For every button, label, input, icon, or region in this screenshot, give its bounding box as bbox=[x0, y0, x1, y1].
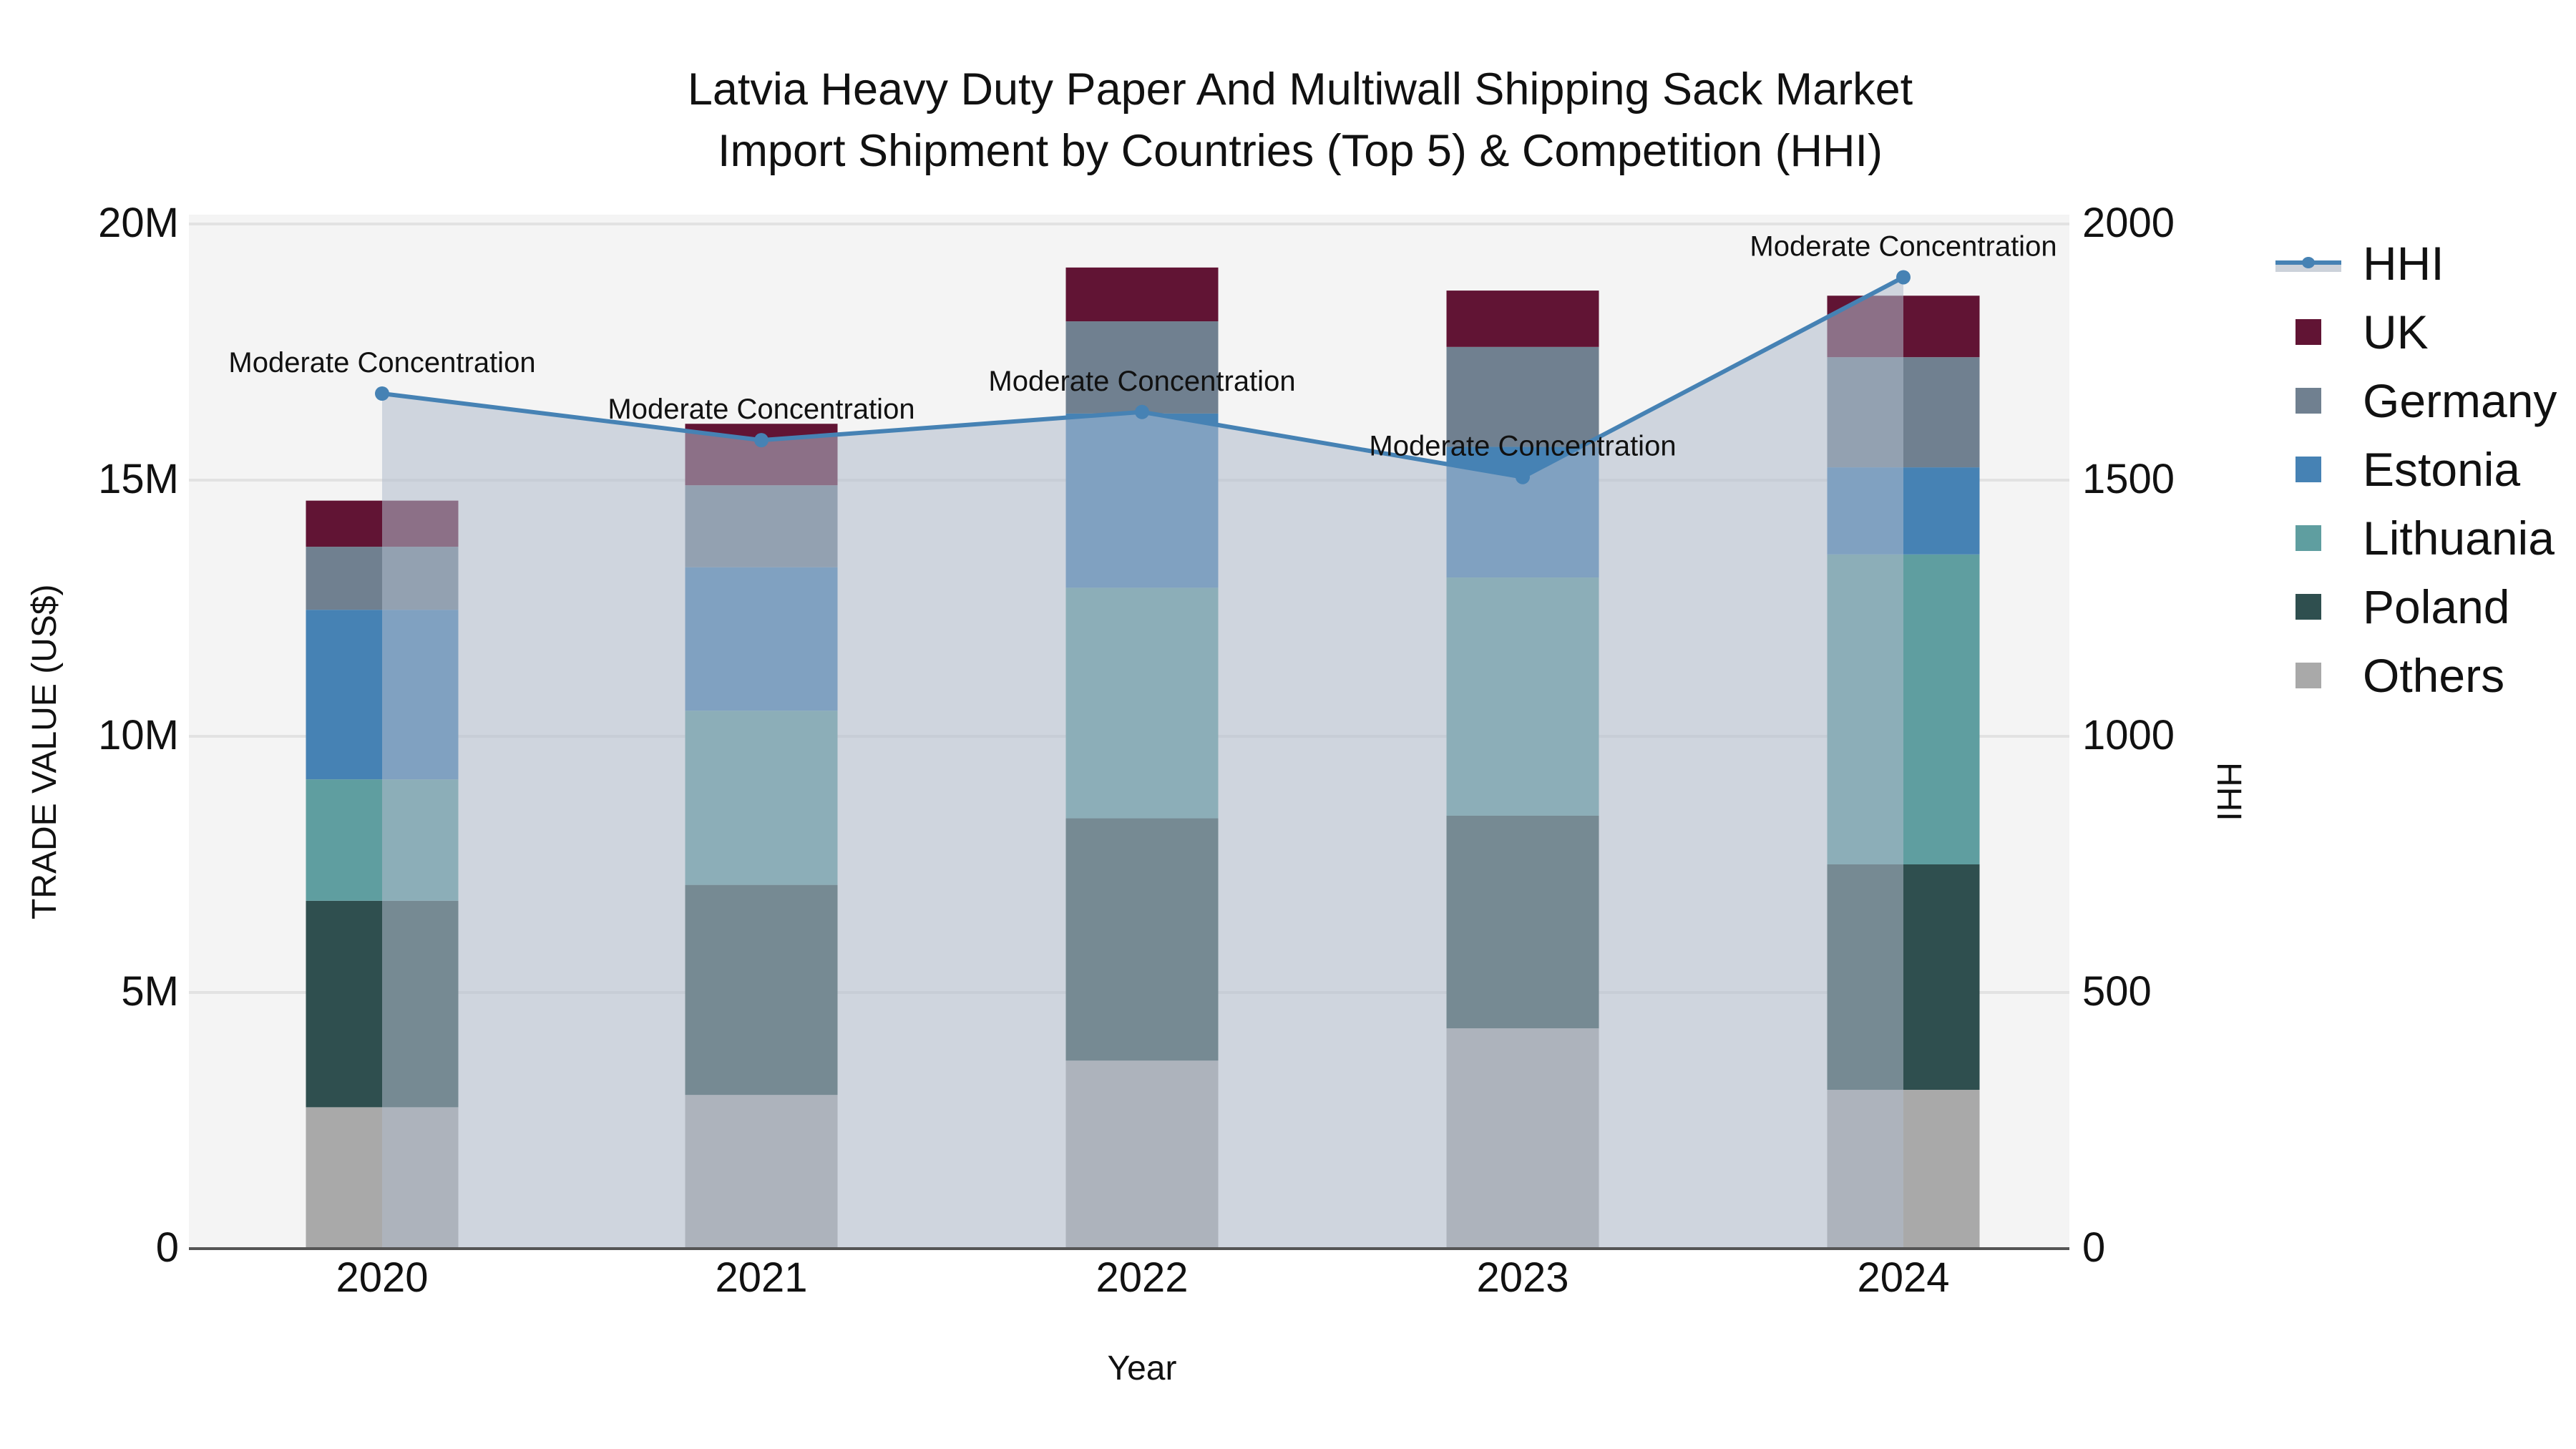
y-tick-10m: 10M bbox=[98, 712, 179, 758]
hhi-point-2023[interactable] bbox=[1516, 469, 1530, 484]
bar-segment-germany-2023[interactable] bbox=[1446, 346, 1599, 447]
legend-item-estonia[interactable]: Estonia bbox=[2275, 435, 2557, 504]
y-tick-5m: 5M bbox=[121, 968, 179, 1015]
swatch-icon bbox=[2296, 457, 2321, 482]
legend-label: Lithuania bbox=[2363, 512, 2555, 565]
x-tick-2023: 2023 bbox=[1476, 1254, 1569, 1301]
gridline-20m bbox=[189, 223, 2069, 225]
legend-label: Estonia bbox=[2363, 443, 2521, 496]
hhi-annotation: Moderate Concentration bbox=[608, 394, 914, 425]
x-tick-2022: 2022 bbox=[1096, 1254, 1189, 1301]
hhi-point-2020[interactable] bbox=[375, 386, 389, 401]
y2-axis-title: HHI bbox=[2210, 762, 2248, 821]
y2-tick-2000: 2000 bbox=[2082, 200, 2175, 246]
hhi-annotation: Moderate Concentration bbox=[1750, 230, 2057, 262]
bar-segment-uk-2023[interactable] bbox=[1446, 291, 1599, 347]
bar-segment-germany-2022[interactable] bbox=[1065, 321, 1219, 414]
legend-item-germany[interactable]: Germany bbox=[2275, 366, 2557, 435]
legend-label: Others bbox=[2363, 649, 2505, 702]
x-tick-2024: 2024 bbox=[1857, 1254, 1950, 1301]
hhi-area-fill bbox=[382, 277, 1903, 1249]
y-tick-0: 0 bbox=[155, 1224, 179, 1271]
swatch-icon bbox=[2296, 525, 2321, 551]
hhi-point-2024[interactable] bbox=[1896, 270, 1911, 285]
x-axis-line bbox=[189, 1247, 2069, 1250]
legend-item-hhi[interactable]: HHI bbox=[2275, 229, 2557, 298]
chart-title: Latvia Heavy Duty Paper And Multiwall Sh… bbox=[0, 59, 2576, 182]
legend-label: UK bbox=[2363, 306, 2429, 358]
chart-title-line2: Import Shipment by Countries (Top 5) & C… bbox=[717, 126, 1883, 176]
legend-label: HHI bbox=[2363, 237, 2444, 290]
legend-item-poland[interactable]: Poland bbox=[2275, 572, 2557, 641]
hhi-annotations: Moderate Concentration Moderate Concentra… bbox=[228, 230, 2057, 462]
legend-item-uk[interactable]: UK bbox=[2275, 298, 2557, 366]
hhi-annotation: Moderate Concentration bbox=[988, 366, 1295, 397]
hhi-point-2022[interactable] bbox=[1135, 404, 1149, 419]
hhi-point-2021[interactable] bbox=[754, 433, 769, 448]
legend-label: Germany bbox=[2363, 374, 2557, 427]
hhi-annotation: Moderate Concentration bbox=[228, 347, 535, 379]
line-marker-icon bbox=[2275, 249, 2341, 278]
hhi-line-series bbox=[375, 270, 1911, 1249]
legend: HHI UK Germany Estonia Lithuania Poland … bbox=[2275, 229, 2557, 710]
swatch-icon bbox=[2296, 388, 2321, 414]
x-axis-title: Year bbox=[1107, 1350, 1177, 1387]
legend-item-others[interactable]: Others bbox=[2275, 641, 2557, 710]
y2-tick-500: 500 bbox=[2082, 968, 2152, 1015]
x-tick-2021: 2021 bbox=[715, 1254, 808, 1301]
y2-tick-1500: 1500 bbox=[2082, 456, 2175, 502]
hhi-annotation: Moderate Concentration bbox=[1369, 431, 1676, 462]
y2-tick-0: 0 bbox=[2082, 1224, 2106, 1271]
y-tick-15m: 15M bbox=[98, 456, 179, 502]
y2-tick-1000: 1000 bbox=[2082, 712, 2175, 758]
y-tick-20m: 20M bbox=[98, 200, 179, 246]
swatch-icon bbox=[2296, 319, 2321, 345]
legend-item-lithuania[interactable]: Lithuania bbox=[2275, 504, 2557, 572]
y-axis-title: TRADE VALUE (US$) bbox=[26, 584, 64, 919]
swatch-icon bbox=[2296, 663, 2321, 688]
bar-segment-uk-2022[interactable] bbox=[1065, 267, 1219, 322]
swatch-icon bbox=[2296, 594, 2321, 620]
x-tick-2020: 2020 bbox=[336, 1254, 429, 1301]
legend-label: Poland bbox=[2363, 580, 2510, 633]
chart-title-line1: Latvia Heavy Duty Paper And Multiwall Sh… bbox=[687, 64, 1913, 114]
